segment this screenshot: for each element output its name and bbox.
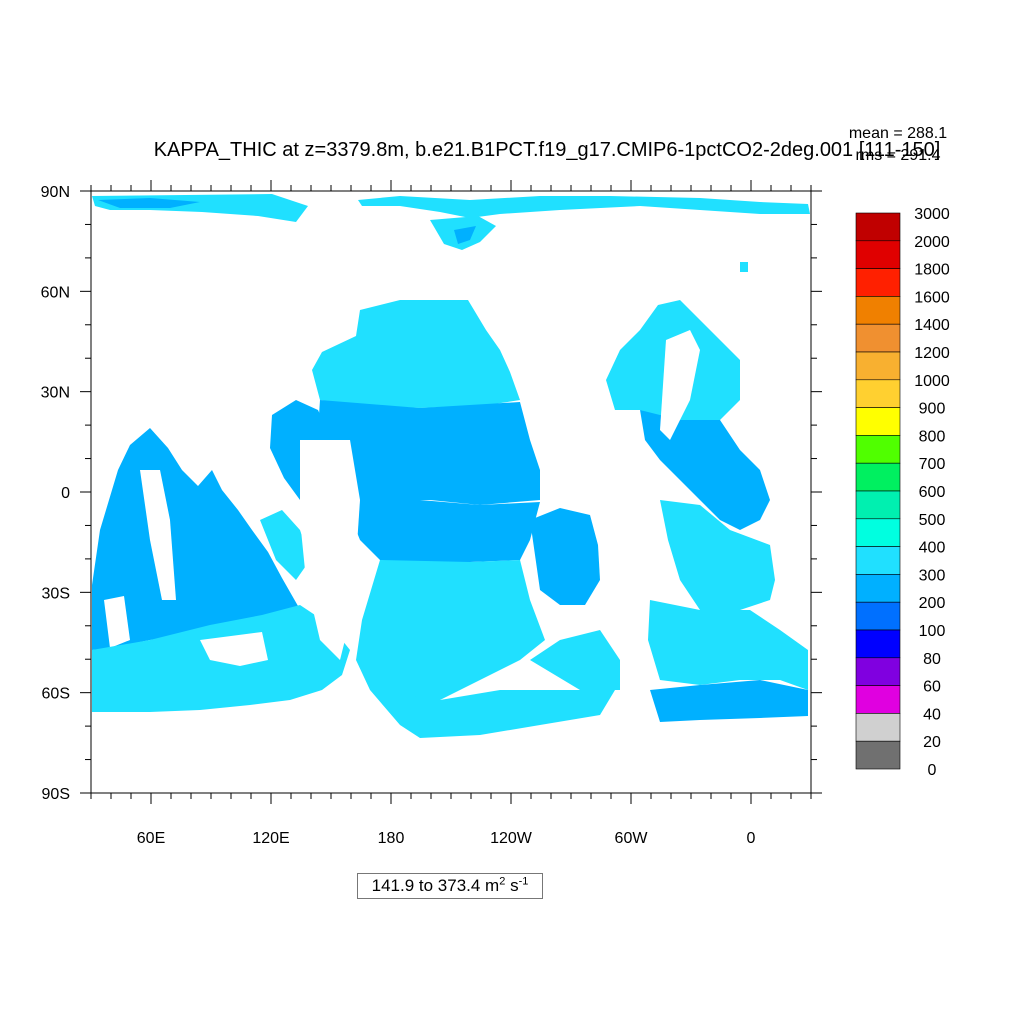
field-patch xyxy=(740,262,748,272)
colorbar-box xyxy=(855,323,901,353)
colorbar-box xyxy=(855,518,901,547)
x-tick-labels: 60E 120E 180 120W 60W 0 xyxy=(137,830,756,847)
field-patch xyxy=(370,690,615,738)
colorbar-label: 1200 xyxy=(914,345,950,362)
colorbar-label: 1600 xyxy=(914,289,950,306)
field-patch xyxy=(316,400,540,505)
colorbar-box xyxy=(855,268,901,297)
colorbar-label: 100 xyxy=(919,623,946,640)
colorbar-label: 800 xyxy=(919,428,946,445)
y-tick-label: 90N xyxy=(41,184,70,201)
colorbar-label: 60 xyxy=(923,679,941,696)
colorbar-label: 600 xyxy=(919,484,946,501)
colorbar-label: 0 xyxy=(928,762,937,779)
colorbar-label: 80 xyxy=(923,651,941,668)
colorbar-box xyxy=(855,657,901,686)
colorbar: 3000200018001600140012001000900800700600… xyxy=(855,206,950,779)
colorbar-label: 900 xyxy=(919,401,946,418)
field-patch xyxy=(358,196,810,218)
x-tick-label: 120W xyxy=(490,830,533,847)
field-patch xyxy=(650,680,808,722)
field-patch xyxy=(98,198,200,208)
colorbar-box xyxy=(855,629,901,659)
colorbar-label: 1000 xyxy=(914,373,950,390)
unit-exponent-2: -1 xyxy=(518,875,529,888)
y-tick-label: 0 xyxy=(61,485,70,502)
colorbar-label: 1800 xyxy=(914,262,950,279)
colorbar-label: 20 xyxy=(923,734,941,751)
colorbar-label: 300 xyxy=(919,567,946,584)
colorbar-label: 200 xyxy=(919,595,946,612)
x-tick-label: 180 xyxy=(378,830,405,847)
colorbar-label: 500 xyxy=(919,512,946,529)
value-range-box: 141.9 to 373.4 m2 s-1 xyxy=(357,873,543,899)
field-patch xyxy=(270,400,328,500)
field-patch xyxy=(660,500,775,610)
y-tick-label: 30S xyxy=(42,585,70,602)
colorbar-box xyxy=(855,546,901,575)
field-patch xyxy=(104,596,130,648)
field-patch xyxy=(648,600,808,690)
colorbar-box xyxy=(855,462,901,492)
colorbar-label: 400 xyxy=(919,540,946,557)
colorbar-box xyxy=(855,685,901,714)
y-tick-label: 90S xyxy=(42,786,70,803)
colorbar-label: 40 xyxy=(923,706,941,723)
colorbar-label: 1400 xyxy=(914,317,950,334)
colorbar-box xyxy=(855,740,901,770)
field-patch xyxy=(300,440,360,660)
chart-title: KAPPA_THIC at z=3379.8m, b.e21.B1PCT.f19… xyxy=(154,139,941,161)
colorbar-box xyxy=(855,240,901,269)
y-tick-label: 60N xyxy=(41,284,70,301)
x-tick-label: 60W xyxy=(615,830,649,847)
field-patch xyxy=(340,490,540,565)
colorbar-label: 700 xyxy=(919,456,946,473)
colorbar-box xyxy=(855,435,901,464)
colorbar-box xyxy=(855,713,901,742)
unit-exponent-1: 2 xyxy=(499,875,506,888)
y-tick-label: 30N xyxy=(41,385,70,402)
colorbar-box xyxy=(855,212,901,242)
field-patch xyxy=(356,560,545,702)
colorbar-box xyxy=(855,407,901,436)
kappa-field-map xyxy=(92,194,810,738)
x-tick-label: 60E xyxy=(137,830,165,847)
colorbar-box xyxy=(855,351,901,381)
mean-stat: mean = 288.1 xyxy=(849,125,947,142)
axis-ticks xyxy=(80,180,822,804)
colorbar-label: 3000 xyxy=(914,206,950,223)
colorbar-box xyxy=(855,574,901,603)
range-text: 141.9 to 373.4 m xyxy=(371,876,500,895)
y-tick-label: 60S xyxy=(42,686,70,703)
colorbar-box xyxy=(855,490,901,520)
x-tick-label: 120E xyxy=(252,830,289,847)
rms-stat: rms = 291.4 xyxy=(856,147,941,164)
y-tick-labels: 90N 60N 30N 0 30S 60S 90S xyxy=(41,184,70,803)
field-patch xyxy=(640,410,770,530)
colorbar-box xyxy=(855,296,901,325)
field-patch xyxy=(454,226,476,244)
field-patch xyxy=(260,510,310,580)
field-patch xyxy=(530,630,620,690)
field-patch xyxy=(530,508,600,605)
range-unit: s xyxy=(505,876,519,895)
x-tick-label: 0 xyxy=(747,830,756,847)
colorbar-box xyxy=(855,379,901,408)
field-patch xyxy=(660,330,700,440)
colorbar-label: 2000 xyxy=(914,234,950,251)
colorbar-box xyxy=(855,601,901,631)
field-patch xyxy=(200,632,268,666)
field-patch xyxy=(140,470,176,600)
field-patch xyxy=(312,300,520,408)
